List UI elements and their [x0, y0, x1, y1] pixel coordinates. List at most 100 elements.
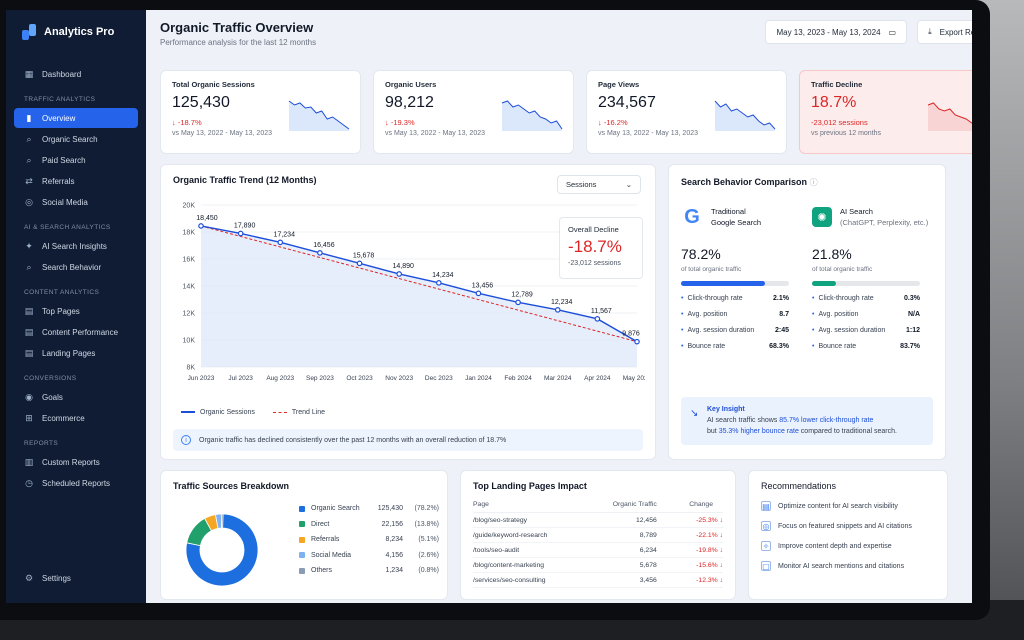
source-name: Referrals	[311, 536, 340, 543]
legend-swatch	[299, 567, 305, 574]
kpi-card[interactable]: Organic Users 98,212 ↓ -19.3% vs May 13, 20…	[373, 70, 574, 154]
sidebar-item-goals[interactable]: ◉ Goals	[14, 387, 138, 407]
sidebar-item-content-performance[interactable]: ▤ Content Performance	[14, 322, 138, 342]
sidebar-item-paid-search[interactable]: ⌕ Paid Search	[14, 150, 138, 170]
bullet-icon: •	[681, 343, 684, 350]
table-row[interactable]: /tools/seo-audit 6,234 -19.8% ↓	[473, 542, 723, 558]
legend-trend[interactable]: Trend Line	[272, 409, 325, 416]
sidebar-item-custom-reports[interactable]: ▥ Custom Reports	[14, 452, 138, 472]
page-path[interactable]: /services/seo-consulting	[473, 572, 584, 588]
arrow-down-icon: ↓	[717, 531, 723, 539]
legend-sessions[interactable]: Organic Sessions	[181, 409, 255, 416]
google-share-bar	[681, 281, 789, 286]
sidebar-item-scheduled-reports[interactable]: ◷ Scheduled Reports	[14, 473, 138, 493]
y-tick-label: 18K	[183, 230, 196, 237]
metric-row: • Bounce rate 83.7%	[812, 343, 920, 350]
sidebar-item-top-pages[interactable]: ▤ Top Pages	[14, 301, 138, 321]
page-path[interactable]: /blog/content-marketing	[473, 557, 584, 573]
sidebar-item-label: AI Search Insights	[42, 241, 107, 251]
kpi-card[interactable]: Page Views 234,567 ↓ -16.2% vs May 13, 2022…	[586, 70, 787, 154]
sidebar-item-overview[interactable]: ▮ Overview	[14, 108, 138, 128]
overall-decline-box: Overall Decline -18.7% -23,012 sessions	[559, 217, 643, 279]
source-row[interactable]: Organic Search 125,430 (78.2%)	[299, 505, 439, 512]
col-change[interactable]: Change	[672, 499, 723, 513]
key-insight-title: Key Insight	[707, 406, 745, 413]
recommendation-item[interactable]: ◎ Focus on featured snippets and AI citat…	[761, 521, 935, 531]
arrow-down-icon: ↓	[717, 546, 723, 554]
legend-swatch	[299, 521, 305, 527]
arrow-down-icon: ↓	[717, 576, 723, 584]
google-share-sub: of total organic traffic	[681, 266, 742, 273]
page-path[interactable]: /tools/seo-audit	[473, 542, 584, 558]
page-change: -12.3% ↓	[672, 572, 723, 588]
arrow-down-icon: ↓	[717, 561, 723, 569]
sidebar-item-label: Custom Reports	[42, 457, 100, 467]
google-logo-icon: G	[684, 205, 700, 228]
data-point	[356, 260, 363, 267]
page-traffic: 8,789	[583, 527, 673, 543]
behavior-title: Search Behavior Comparison ⓘ	[681, 177, 818, 187]
x-tick-label: Jun 2023	[188, 375, 215, 382]
metric-label: • Avg. session duration	[812, 327, 886, 334]
col-page[interactable]: Page	[473, 499, 584, 513]
sidebar-item-dashboard[interactable]: ▦ Dashboard	[14, 64, 138, 84]
sidebar-item-organic-search[interactable]: ⌕ Organic Search	[14, 129, 138, 149]
metric-select[interactable]: Sessions ⌄	[557, 175, 641, 194]
table-row[interactable]: /services/seo-consulting 3,456 -12.3% ↓	[473, 572, 723, 588]
source-row[interactable]: Others 1,234 (0.8%)	[299, 567, 439, 574]
date-range-picker[interactable]: May 13, 2023 - May 13, 2024 ▭	[765, 20, 908, 44]
sidebar-item-search-behavior[interactable]: ⌕ Search Behavior	[14, 257, 138, 277]
value-label: 17,890	[234, 222, 256, 229]
recommendation-item[interactable]: ▤ Optimize content for AI search visibili…	[761, 501, 935, 511]
sidebar-item-referrals[interactable]: ⇄ Referrals	[14, 171, 138, 191]
sidebar-item-ai-search-insights[interactable]: ✦ AI Search Insights	[14, 236, 138, 256]
kpi-value: 98,212	[385, 94, 434, 111]
table-row[interactable]: /blog/content-marketing 5,678 -15.6% ↓	[473, 557, 723, 573]
sidebar-item-settings[interactable]: ⚙ Settings	[14, 568, 138, 588]
sidebar-item-landing-pages[interactable]: ▤ Landing Pages	[14, 343, 138, 363]
source-name: Others	[311, 567, 333, 574]
sidebar-item-social-media[interactable]: ◎ Social Media	[14, 192, 138, 212]
recommendation-item[interactable]: ✧ Improve content depth and expertise	[761, 541, 935, 551]
trend-title: Organic Traffic Trend (12 Months)	[173, 175, 317, 185]
source-row[interactable]: Social Media 4,156 (2.6%)	[299, 552, 439, 559]
sidebar-item-ecommerce[interactable]: ⊞ Ecommerce	[14, 408, 138, 428]
kpi-card[interactable]: Total Organic Sessions 125,430 ↓ -18.7% vs …	[160, 70, 361, 154]
arrow-down-icon: ↓	[598, 118, 604, 127]
source-row[interactable]: Referrals 8,234 (5.1%)	[299, 536, 439, 543]
metric-row: • Avg. session duration 2:45	[681, 327, 789, 334]
google-column: G Traditional Google Search 78.2% of tota…	[681, 202, 802, 350]
metric-row: • Click-through rate 0.3%	[812, 295, 920, 302]
recommendation-item[interactable]: ▢ Monitor AI search mentions and citation…	[761, 561, 935, 571]
page-path[interactable]: /guide/keyword-research	[473, 527, 584, 543]
export-report-button[interactable]: ⤓ Export Report	[917, 20, 972, 44]
table-row[interactable]: /guide/keyword-research 8,789 -22.1% ↓	[473, 527, 723, 543]
legend-swatch	[299, 505, 305, 512]
search-icon: ⌕	[26, 154, 32, 165]
kpi-value: 234,567	[598, 94, 656, 111]
y-tick-label: 20K	[183, 203, 196, 210]
metric-value: N/A	[907, 311, 920, 318]
data-point	[475, 290, 482, 297]
kpi-card[interactable]: Traffic Decline 18.7% -23,012 sessions vs p…	[799, 70, 972, 154]
info-icon: ⓘ	[809, 178, 818, 187]
main-content: Organic Traffic Overview Performance ana…	[146, 10, 972, 603]
link-icon: ⇄	[25, 175, 33, 186]
sidebar-item-label: Dashboard	[42, 69, 82, 79]
y-tick-label: 10K	[183, 338, 196, 345]
donut-slice	[185, 513, 259, 587]
y-tick-label: 8K	[186, 365, 195, 372]
source-row[interactable]: Direct 22,156 (13.8%)	[299, 521, 439, 528]
data-point	[237, 230, 244, 237]
table-row[interactable]: /blog/seo-strategy 12,456 -25.3% ↓	[473, 512, 723, 528]
kpi-comparison: vs previous 12 months	[811, 130, 882, 137]
col-traffic[interactable]: Organic Traffic	[583, 499, 673, 513]
value-label: 12,234	[551, 299, 573, 306]
target-icon: ◉	[25, 391, 33, 402]
recommendation-text: Improve content depth and expertise	[778, 542, 892, 550]
share-icon: ◎	[25, 196, 33, 207]
brand[interactable]: Analytics Pro	[14, 24, 138, 40]
page-path[interactable]: /blog/seo-strategy	[473, 512, 584, 528]
sidebar-item-label: Top Pages	[42, 306, 80, 316]
google-name: Traditional	[711, 206, 746, 216]
